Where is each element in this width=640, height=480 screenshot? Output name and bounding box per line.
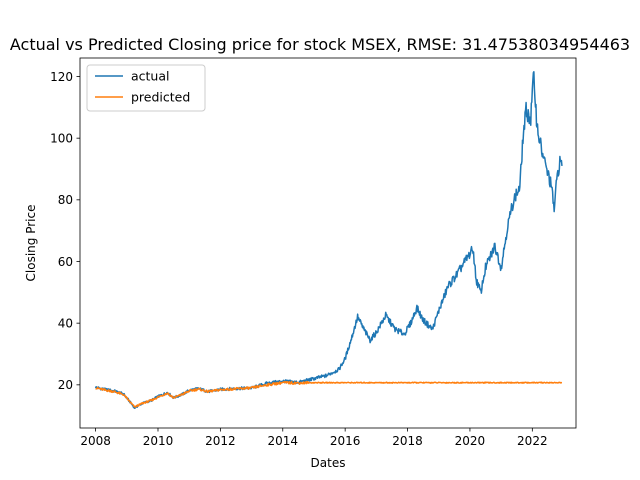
y-axis: 20 40 60 80 100 120	[50, 70, 80, 392]
series-line-predicted	[95, 380, 563, 408]
x-tick-label: 2018	[392, 434, 423, 448]
y-tick-label: 120	[50, 70, 73, 84]
y-tick-label: 60	[58, 255, 73, 269]
plot-area	[79, 57, 577, 429]
x-tick-label: 2014	[267, 434, 298, 448]
x-tick-label: 2022	[517, 434, 548, 448]
legend: actual predicted	[86, 64, 206, 112]
x-tick-label: 2012	[205, 434, 236, 448]
y-axis-label: Closing Price	[24, 205, 38, 282]
legend-label-predicted: predicted	[131, 90, 190, 105]
y-tick-label: 100	[50, 131, 73, 145]
x-tick-label: 2010	[143, 434, 174, 448]
y-tick-label: 40	[58, 316, 73, 330]
x-axis: 2008 2010 2012 2014 2016 2018 2020 2022	[80, 428, 548, 448]
legend-label-actual: actual	[131, 69, 170, 84]
plot-frame	[79, 57, 577, 429]
y-tick-label: 20	[58, 378, 73, 392]
x-axis-label: Dates	[311, 456, 346, 470]
x-tick-label: 2016	[330, 434, 361, 448]
plot-background	[80, 58, 576, 428]
chart-title: Actual vs Predicted Closing price for st…	[10, 35, 630, 54]
series-layer	[94, 71, 563, 410]
x-tick-label: 2020	[455, 434, 486, 448]
x-tick-label: 2008	[80, 434, 111, 448]
y-tick-label: 80	[58, 193, 73, 207]
